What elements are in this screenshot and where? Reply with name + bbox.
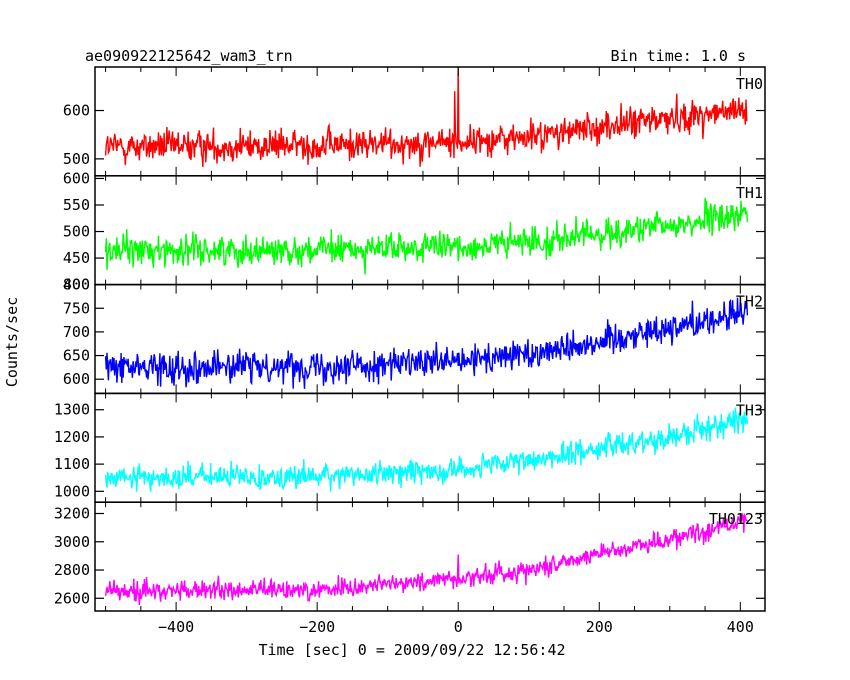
x-tick-label: 0 [454,618,463,636]
y-tick-label: 2600 [54,589,90,607]
x-tick-label: 400 [727,618,754,636]
y-tick-label: 1100 [54,455,90,473]
y-tick-label: 800 [63,276,90,294]
y-tick-label: 700 [63,323,90,341]
panels-group: 500600TH0400450500550600TH16006507007508… [54,66,766,612]
series-line-th2 [104,297,749,389]
y-tick-label: 500 [63,223,90,241]
x-axis-title: Time [sec] 0 = 2009/09/22 12:56:42 [258,641,565,659]
series-line-th1 [104,197,749,275]
y-tick-label: 500 [63,150,90,168]
y-axis-title: Counts/sec [3,297,21,387]
y-tick-label: 3000 [54,533,90,551]
panel-frame [94,501,766,612]
y-tick-label: 1300 [54,401,90,419]
y-tick-label: 2800 [54,561,90,579]
panel-th0123: 2600 2800 3000 3200 TH0123 [54,501,766,612]
series-line-th0123 [104,512,748,606]
series-line-th3 [104,407,749,492]
panel-label-th2: TH2 [736,293,763,311]
bin-time-label: Bin time: 1.0 s [611,47,746,65]
y-tick-label: 650 [63,347,90,365]
panel-label-th0123: TH0123 [709,510,763,528]
y-tick-label: 1200 [54,428,90,446]
panel-th0: 500 600 TH0 [63,66,766,177]
x-tick-label: 200 [586,618,613,636]
y-tick-label: 3200 [54,505,90,523]
chart-title: ae090922125642_wam3_trn [85,47,293,65]
panel-th1: 400 450 500 550 600 TH1 [63,169,766,294]
panel-th3: 1000 1100 1200 1300 TH3 [54,392,766,503]
panel-label-th3: TH3 [736,401,763,419]
y-tick-label: 600 [63,370,90,388]
panel-frame [94,392,766,503]
y-tick-label: 1000 [54,482,90,500]
y-tick-label: 450 [63,249,90,267]
x-tick-label: −200 [299,618,335,636]
y-tick-label: 400 [63,276,90,294]
panel-th2: 600 650 700 750 800 TH2 [63,276,766,395]
y-tick-label: 600 [63,102,90,120]
panel-label-th0: TH0 [736,75,763,93]
series-line-th0 [104,67,748,167]
panel-frame [94,283,766,395]
y-tick-label: 550 [63,196,90,214]
y-tick-label: 600 [63,169,90,187]
panel-label-th1: TH1 [736,184,763,202]
x-axis: −400 −200 0 200 400 [158,618,754,636]
x-tick-label: −400 [158,618,194,636]
y-tick-label: 750 [63,299,90,317]
